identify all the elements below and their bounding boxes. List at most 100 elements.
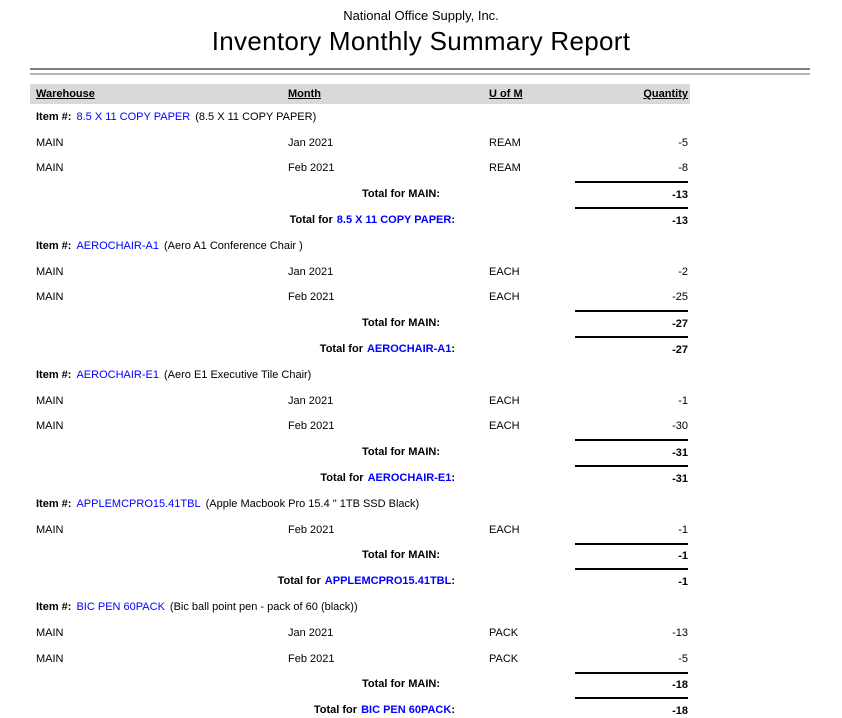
colon-text: : — [451, 343, 455, 356]
item-total-quantity: -27 — [575, 336, 688, 362]
month-cell: Feb 2021 — [288, 162, 335, 175]
month-cell: Jan 2021 — [288, 626, 334, 639]
total-for-label: Total for — [289, 214, 333, 227]
warehouse-total-row: Total for MAIN: -13 — [0, 181, 842, 207]
item-header: Item #: BIC PEN 60PACK (Bic ball point pen… — [0, 594, 842, 620]
item-code-link[interactable]: BIC PEN 60PACK — [76, 601, 165, 614]
item-section: Item #: AEROCHAIR-A1 (Aero A1 Conference C… — [0, 233, 842, 362]
column-header-row: Warehouse Month U of M Quantity — [30, 84, 690, 104]
month-cell: Feb 2021 — [288, 523, 335, 536]
item-description: (Apple Macbook Pro 15.4 " 1TB SSD Black) — [205, 497, 420, 510]
warehouse-total-label: Total for MAIN: — [361, 549, 440, 562]
item-total-label: Total for APPLEMCPRO15.41TBL: — [0, 575, 575, 587]
item-total-row: Total for AEROCHAIR-E1: -31 — [0, 465, 842, 491]
warehouse-cell: MAIN — [36, 394, 64, 407]
item-code-link[interactable]: AEROCHAIR-A1 — [76, 239, 159, 252]
item-code-link[interactable]: APPLEMCPRO15.41TBL — [324, 575, 452, 588]
quantity-cell: -13 — [672, 626, 688, 639]
column-header-warehouse[interactable]: Warehouse — [36, 88, 95, 100]
uom-cell: REAM — [489, 136, 521, 149]
item-total-label: Total for 8.5 X 11 COPY PAPER: — [0, 214, 575, 226]
header-separator — [30, 68, 810, 75]
table-row: MAIN Jan 2021 EACH -2 — [0, 259, 842, 285]
warehouse-cell: MAIN — [36, 291, 64, 304]
total-for-label: Total for — [313, 704, 358, 717]
item-total-quantity: -31 — [575, 465, 688, 491]
uom-cell: PACK — [489, 652, 519, 665]
total-for-label: Total for — [319, 343, 363, 356]
warehouse-total-quantity: -18 — [575, 671, 688, 698]
item-total-label: Total for AEROCHAIR-A1: — [0, 343, 575, 355]
report-body: Item #: 8.5 X 11 COPY PAPER (8.5 X 11 COPY… — [0, 104, 842, 718]
item-number-label: Item #: — [36, 368, 72, 381]
item-description: (Bic ball point pen - pack of 60 (black)… — [169, 601, 358, 614]
quantity-cell: -2 — [678, 265, 688, 278]
item-number-label: Item #: — [36, 239, 72, 252]
warehouse-total-row: Total for MAIN: -31 — [0, 439, 842, 465]
column-header-month[interactable]: Month — [288, 88, 321, 100]
item-description: (Aero A1 Conference Chair ) — [164, 239, 303, 252]
column-header-quantity[interactable]: Quantity — [643, 88, 688, 100]
month-cell: Feb 2021 — [288, 291, 335, 304]
item-description: (8.5 X 11 COPY PAPER) — [195, 110, 317, 123]
warehouse-total-label: Total for MAIN: — [361, 446, 440, 459]
warehouse-cell: MAIN — [36, 136, 64, 149]
uom-cell: EACH — [489, 394, 520, 407]
colon-text: : — [451, 472, 455, 485]
item-header: Item #: 8.5 X 11 COPY PAPER (8.5 X 11 COPY… — [0, 104, 842, 130]
item-code-link[interactable]: APPLEMCPRO15.41TBL — [76, 497, 201, 510]
item-total-label: Total for BIC PEN 60PACK: — [0, 704, 575, 716]
month-cell: Jan 2021 — [288, 394, 334, 407]
warehouse-total-label: Total for MAIN: — [361, 317, 440, 330]
quantity-cell: -30 — [672, 420, 688, 433]
item-header: Item #: AEROCHAIR-E1 (Aero E1 Executive Ti… — [0, 362, 842, 388]
uom-cell: PACK — [489, 626, 519, 639]
month-cell: Feb 2021 — [288, 420, 335, 433]
item-total-label: Total for AEROCHAIR-E1: — [0, 472, 575, 484]
warehouse-cell: MAIN — [36, 523, 64, 536]
uom-cell: REAM — [489, 162, 521, 175]
item-description: (Aero E1 Executive Tile Chair) — [164, 368, 312, 381]
item-total-row: Total for BIC PEN 60PACK: -18 — [0, 697, 842, 718]
item-total-quantity: -1 — [575, 568, 688, 594]
month-cell: Feb 2021 — [288, 652, 335, 665]
warehouse-total-label: Total for MAIN: — [361, 678, 440, 691]
warehouse-total-label: Total for MAIN: — [361, 188, 440, 201]
warehouse-total-quantity: -31 — [575, 439, 688, 465]
table-row: MAIN Feb 2021 EACH -30 — [0, 414, 842, 440]
uom-cell: EACH — [489, 265, 520, 278]
item-header: Item #: AEROCHAIR-A1 (Aero A1 Conference C… — [0, 233, 842, 259]
item-section: Item #: AEROCHAIR-E1 (Aero E1 Executive Ti… — [0, 362, 842, 491]
quantity-cell: -25 — [672, 291, 688, 304]
warehouse-total-quantity: -13 — [575, 181, 688, 207]
total-for-label: Total for — [320, 472, 364, 485]
warehouse-total-row: Total for MAIN: -27 — [0, 310, 842, 336]
company-name: National Office Supply, Inc. — [343, 8, 499, 23]
colon-text: : — [451, 575, 455, 588]
quantity-cell: -5 — [678, 136, 688, 149]
warehouse-cell: MAIN — [36, 652, 64, 665]
uom-cell: EACH — [489, 523, 520, 536]
item-code-link[interactable]: BIC PEN 60PACK — [361, 704, 452, 717]
quantity-cell: -1 — [678, 523, 688, 536]
item-code-link[interactable]: 8.5 X 11 COPY PAPER — [336, 214, 452, 227]
item-section: Item #: 8.5 X 11 COPY PAPER (8.5 X 11 COPY… — [0, 104, 842, 233]
item-total-quantity: -18 — [575, 697, 688, 718]
item-code-link[interactable]: AEROCHAIR-A1 — [366, 343, 452, 356]
warehouse-cell: MAIN — [36, 626, 64, 639]
item-code-link[interactable]: AEROCHAIR-E1 — [76, 368, 159, 381]
item-total-row: Total for AEROCHAIR-A1: -27 — [0, 336, 842, 362]
quantity-cell: -1 — [678, 394, 688, 407]
table-row: MAIN Jan 2021 EACH -1 — [0, 388, 842, 414]
item-total-row: Total for APPLEMCPRO15.41TBL: -1 — [0, 568, 842, 594]
item-code-link[interactable]: AEROCHAIR-E1 — [367, 472, 452, 485]
item-header: Item #: APPLEMCPRO15.41TBL (Apple Macbook … — [0, 491, 842, 517]
quantity-cell: -8 — [678, 162, 688, 175]
column-header-uom[interactable]: U of M — [489, 88, 523, 100]
table-row: MAIN Jan 2021 REAM -5 — [0, 130, 842, 156]
warehouse-total-quantity: -1 — [575, 542, 688, 569]
uom-cell: EACH — [489, 420, 520, 433]
quantity-cell: -5 — [678, 652, 688, 665]
month-cell: Jan 2021 — [288, 136, 334, 149]
item-code-link[interactable]: 8.5 X 11 COPY PAPER — [76, 110, 191, 123]
